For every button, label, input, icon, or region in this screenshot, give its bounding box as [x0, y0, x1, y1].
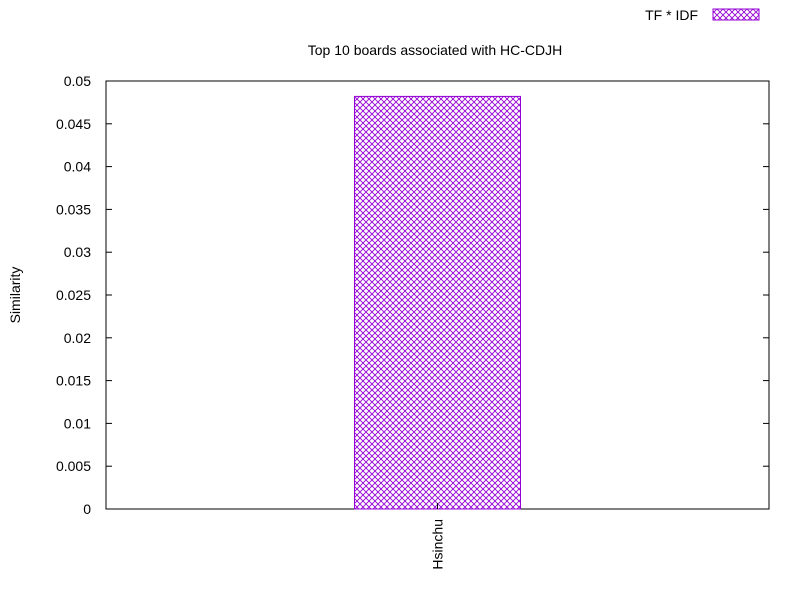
y-tick-label: 0	[83, 501, 91, 517]
bars	[354, 95, 521, 510]
y-axis-ticks: 0 0.005 0.01 0.015 0.02 0.025 0.03 0.035 0.04 0.0…	[56, 73, 769, 517]
y-tick-label: 0.015	[56, 373, 91, 389]
y-tick-label: 0.025	[56, 287, 91, 303]
y-tick-label: 0.045	[56, 116, 91, 132]
y-tick-label: 0.01	[64, 415, 91, 431]
y-tick-label: 0.04	[64, 159, 91, 175]
chart-title: Top 10 boards associated with HC-CDJH	[308, 42, 562, 58]
y-tick-label: 0.03	[64, 244, 91, 260]
y-tick-label: 0.035	[56, 201, 91, 217]
x-axis-labels: Hsinchu	[430, 503, 446, 570]
y-tick-label: 0.05	[64, 73, 91, 89]
y-tick-label: 0.005	[56, 458, 91, 474]
legend-swatch	[712, 8, 760, 21]
legend-label: TF * IDF	[645, 7, 698, 23]
y-axis-label: Similarity	[7, 267, 23, 324]
y-tick-label: 0.02	[64, 330, 91, 346]
legend: TF * IDF	[645, 7, 760, 23]
bar-hsinchu	[354, 95, 521, 510]
x-tick-label: Hsinchu	[430, 519, 446, 570]
